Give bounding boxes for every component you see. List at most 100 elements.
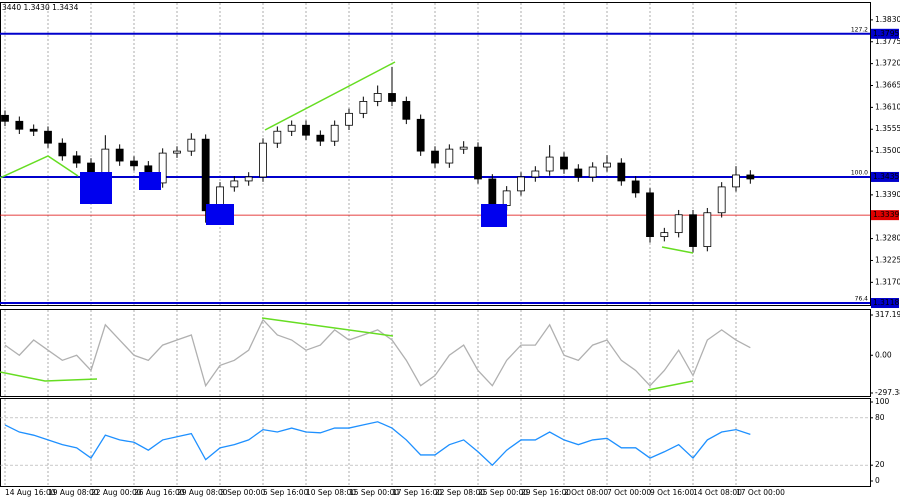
candle-body [459, 146, 468, 150]
candle-body [1, 114, 9, 122]
x-tick-label: 29 Aug 08:00 [177, 488, 228, 497]
x-tick-label: 22 Aug 00:00 [91, 488, 142, 497]
candle-body [388, 93, 396, 102]
candle-body [660, 232, 669, 238]
level-name: 100.0 [851, 169, 868, 176]
level-value: 1.3118 [873, 298, 899, 307]
level-tag [871, 298, 899, 309]
y-tick-label: 1.3500 [875, 146, 900, 155]
y-tick-label: 1.3665 [875, 81, 900, 90]
x-tick-label: 14 Aug 16:00 [5, 488, 56, 497]
indicator-line [4, 421, 751, 467]
candle-body [502, 190, 511, 206]
x-tick-label: 5 Sep 16:00 [263, 488, 309, 497]
y-tick-label: 80 [875, 413, 885, 422]
candle-body [287, 124, 296, 132]
x-tick-label: 7 Oct 00:00 [607, 488, 651, 497]
candle-body [531, 170, 540, 178]
candle-body [588, 166, 597, 178]
candle-body [746, 174, 755, 180]
signal-box [80, 172, 112, 204]
y-tick-label: 1.3390 [875, 190, 900, 199]
y-tick-label: 317.1935 [875, 310, 900, 319]
candle-body [158, 152, 167, 184]
y-tick-label: 1.3170 [875, 277, 900, 286]
y-tick-label: 1.3225 [875, 255, 900, 264]
annotations [0, 61, 694, 391]
y-tick-label: 1.3830 [875, 15, 900, 24]
candle-body [373, 93, 382, 102]
candle-body [115, 148, 124, 162]
level-tag [871, 28, 899, 39]
x-tick-label: 2 Oct 08:00 [564, 488, 608, 497]
x-tick-label: 9 Oct 16:00 [650, 488, 694, 497]
candle-body [273, 130, 282, 144]
candle-body [330, 124, 339, 142]
x-tick-label: 25 Sep 00:00 [478, 488, 528, 497]
candle-body [574, 168, 583, 178]
y-tick-label: 1.3720 [875, 59, 900, 68]
candle-body [302, 124, 310, 136]
level-name: 127.2 [851, 26, 868, 33]
signal-box [139, 172, 161, 190]
candle-body [603, 162, 611, 168]
candle-body [674, 214, 683, 234]
candle-body [72, 155, 81, 164]
candle-body [646, 192, 654, 238]
divergence-line [264, 61, 396, 131]
rsi-panel [0, 398, 871, 487]
candle-body [44, 130, 52, 144]
indicator-line [4, 318, 751, 388]
x-tick-label: 26 Aug 16:00 [134, 488, 185, 497]
y-tick-label: 0 [875, 476, 880, 485]
level-tag [871, 171, 899, 182]
candle-body [187, 138, 196, 152]
candle-body [345, 112, 353, 126]
level-value: 1.3795 [873, 29, 899, 38]
x-tick-label: 17 Sep 16:00 [392, 488, 442, 497]
candle-body [58, 142, 67, 157]
signal-box [206, 204, 234, 225]
candle-body [617, 162, 626, 182]
level-tag [871, 210, 899, 221]
candle-body [15, 120, 24, 130]
candle-body [244, 176, 253, 182]
candle-body [545, 156, 554, 172]
price-panel [0, 2, 871, 306]
level-value: 1.3339 [873, 210, 899, 219]
candle-body [130, 160, 138, 167]
x-tick-label: 15 Sep 00:00 [349, 488, 399, 497]
divergence-line [647, 380, 694, 391]
x-tick-label: 14 Oct 08:00 [693, 488, 742, 497]
candle-body [474, 146, 482, 180]
candle-body [359, 101, 368, 114]
candle-body [201, 138, 210, 212]
candle-body [230, 180, 239, 188]
y-tick-label: -297.386 [875, 388, 900, 397]
candle-body [732, 174, 740, 188]
divergence-line [0, 371, 98, 382]
candle-body [416, 118, 425, 152]
x-tick-label: 3 Sep 00:00 [220, 488, 266, 497]
level-name: 76.4 [855, 296, 869, 303]
candle-body [259, 142, 267, 178]
candle-body [689, 214, 697, 247]
level-value: 1.3435 [873, 172, 899, 181]
cci-panel [0, 309, 871, 397]
y-tick-label: 1.3555 [875, 124, 900, 133]
x-tick-label: 17 Oct 00:00 [736, 488, 785, 497]
y-tick-label: 1.3775 [875, 37, 900, 46]
y-tick-label: 1.3610 [875, 102, 900, 111]
y-tick-label: 100 [875, 397, 890, 406]
header-text: 3440 1.3430 1.3434 [2, 3, 79, 12]
x-tick-label: 29 Sep 16:00 [521, 488, 571, 497]
candle-body [402, 101, 411, 120]
y-tick-label: 1.3280 [875, 234, 900, 243]
candle-body [173, 150, 181, 154]
x-tick-label: 22 Sep 08:00 [435, 488, 485, 497]
candle-body [560, 156, 568, 170]
candle-body [717, 186, 726, 214]
candle-body [631, 180, 640, 194]
candle-body [488, 178, 497, 206]
